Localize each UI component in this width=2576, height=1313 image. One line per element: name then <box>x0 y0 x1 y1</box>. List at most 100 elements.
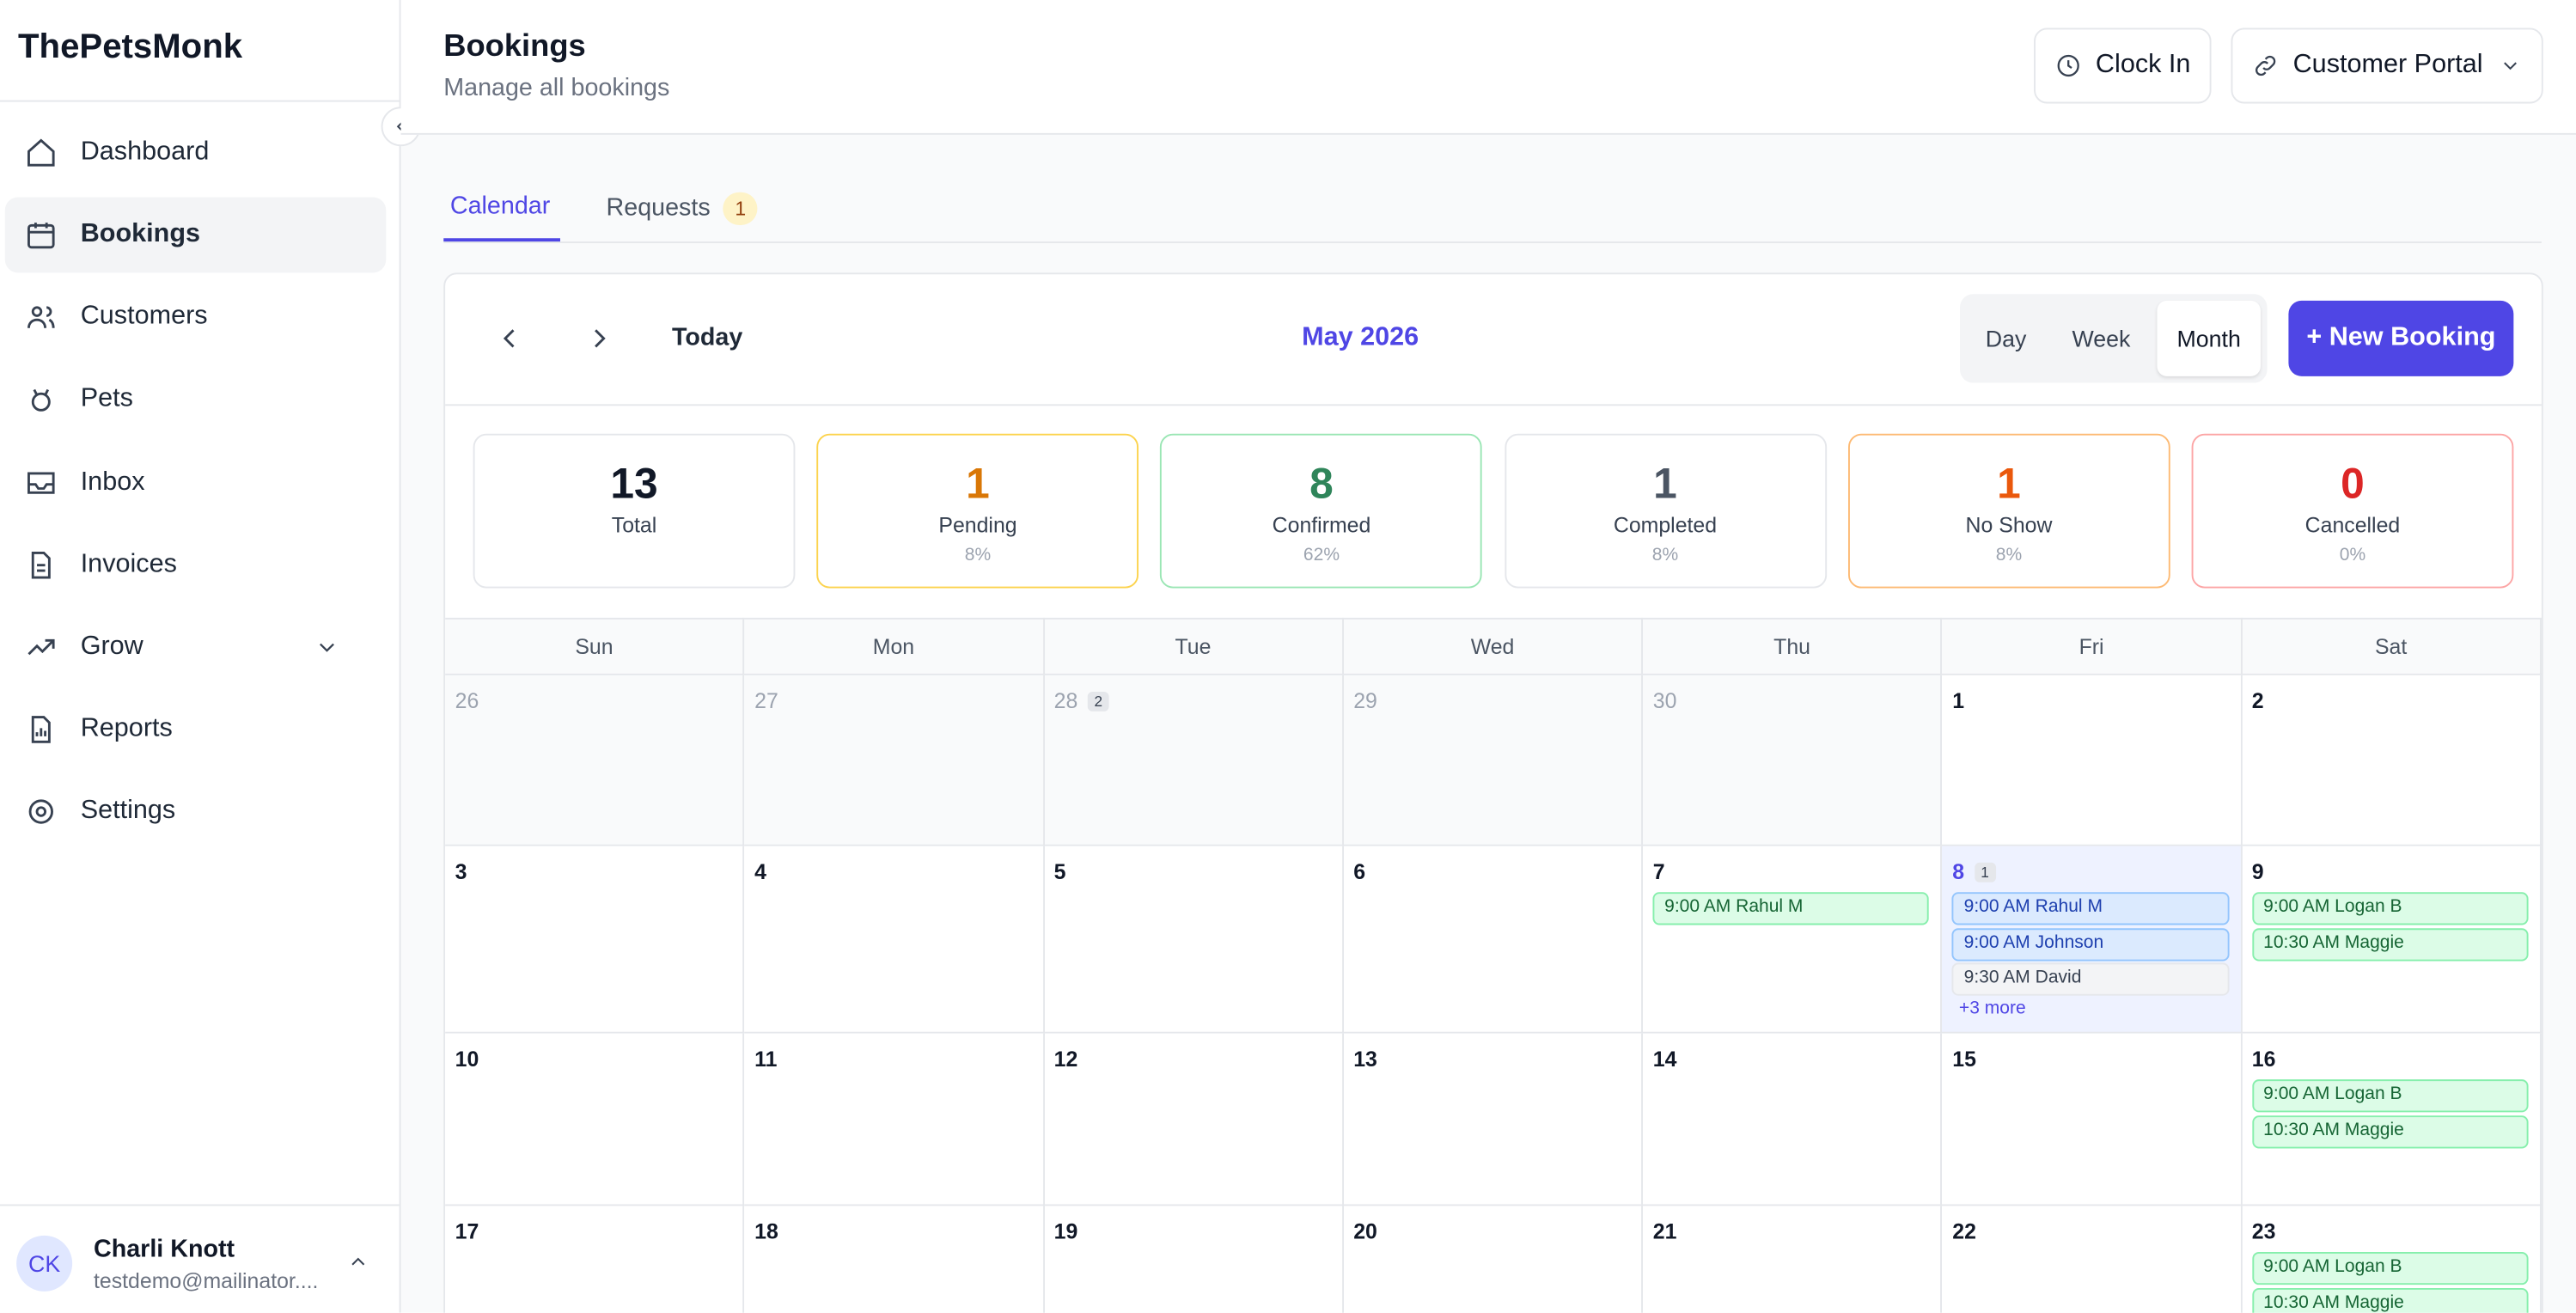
day-cell[interactable]: 2 <box>2242 675 2542 846</box>
day-number: 3 <box>455 859 467 884</box>
day-cell[interactable]: 21 <box>1643 1206 1943 1313</box>
tab[interactable]: Requests 1 <box>607 192 758 225</box>
day-cell[interactable]: 13 <box>1343 1033 1644 1206</box>
view-2[interactable]: Month <box>2157 300 2261 376</box>
page-title: Bookings <box>443 29 586 64</box>
tab-underline <box>443 238 560 242</box>
booking-event[interactable]: 9:00 AM Logan B <box>2251 1079 2529 1113</box>
day-cell[interactable]: 18 <box>744 1206 1045 1313</box>
customer-portal-button[interactable]: Customer Portal <box>2231 27 2543 104</box>
day-cell[interactable]: 23 9:00 AM Logan B 10:30 AM Maggie <box>2242 1206 2542 1313</box>
header-bg <box>400 0 2576 135</box>
nav-item[interactable]: Dashboard <box>5 114 387 190</box>
nav-item[interactable]: Settings <box>5 774 387 850</box>
booking-event[interactable]: 9:30 AM David <box>1952 962 2230 996</box>
stat-value: 8 <box>1309 458 1334 508</box>
day-cell[interactable]: 6 <box>1343 846 1644 1034</box>
day-cell[interactable]: 22 <box>1942 1206 2243 1313</box>
day-cell[interactable]: 27 <box>744 675 1045 846</box>
nav-label: Grow <box>80 632 143 661</box>
day-cell[interactable]: 5 <box>1044 846 1344 1034</box>
day-cell[interactable]: 14 <box>1643 1033 1943 1206</box>
booking-event[interactable]: 9:00 AM Logan B <box>2251 892 2529 925</box>
stat-label: No Show <box>1965 512 2053 538</box>
booking-event[interactable]: 9:00 AM Rahul M <box>1952 892 2230 925</box>
icon <box>27 638 55 656</box>
prev-button[interactable] <box>493 322 526 363</box>
nav-label: Dashboard <box>80 137 210 166</box>
day: 14 <box>1652 1046 1677 1072</box>
weekday: Wed <box>1344 617 1644 675</box>
booking-event[interactable]: 9:00 AM Johnson <box>1952 927 2230 961</box>
day-cell[interactable]: 12 <box>1044 1033 1344 1206</box>
day-cell[interactable]: 3 <box>445 846 745 1034</box>
day-number: 20 <box>1353 1219 1377 1244</box>
day-cell[interactable]: 10 <box>445 1033 745 1206</box>
day-number: 19 <box>1054 1219 1078 1244</box>
toolbar-border <box>445 404 2542 406</box>
day-cell[interactable]: 29 <box>1343 675 1644 846</box>
icon <box>31 551 51 579</box>
user-name: Charli Knott <box>93 1235 235 1264</box>
today-button[interactable]: Today <box>672 323 743 352</box>
day-cell[interactable]: 30 <box>1643 675 1943 846</box>
day: 19 <box>1053 1218 1078 1244</box>
booking-event[interactable]: 10:30 AM Maggie <box>2251 927 2529 961</box>
booking-event[interactable]: 10:30 AM Maggie <box>2251 1287 2529 1313</box>
new-booking-button[interactable]: + New Booking <box>2288 300 2514 376</box>
day-number: 18 <box>754 1219 778 1244</box>
day-cell[interactable]: 26 <box>445 675 745 846</box>
clock-in-button[interactable]: Clock In <box>2034 27 2212 104</box>
day-cell[interactable]: 28 2 <box>1044 675 1344 846</box>
nav-item[interactable]: Inbox <box>5 444 387 520</box>
day-cell[interactable]: 7 9:00 AM Rahul M <box>1643 846 1943 1034</box>
day: 8 <box>1952 858 1965 884</box>
day-cell[interactable]: 15 <box>1942 1033 2243 1206</box>
day: 2 <box>2251 688 2264 713</box>
nav-item[interactable]: Customers <box>5 279 387 355</box>
day-cell[interactable]: 1 <box>1942 675 2243 846</box>
day-cell[interactable]: 8 1 9:00 AM Rahul M 9:00 AM Johnson 9:30 AM … <box>1942 846 2243 1034</box>
nav-item[interactable]: Invoices <box>5 527 387 602</box>
day-cell[interactable]: 4 <box>744 846 1045 1034</box>
nav-item[interactable]: Grow <box>5 609 387 685</box>
view-0[interactable]: Day <box>1985 325 2027 352</box>
divider <box>0 100 401 102</box>
user-panel[interactable]: CK Charli Knott testdemo@mailinator.... <box>0 1204 400 1312</box>
weekday: Tue <box>1044 617 1344 675</box>
day: 29 <box>1353 688 1377 713</box>
icon <box>27 223 55 249</box>
nav-item[interactable]: Pets <box>5 362 387 437</box>
page-subtitle: Manage all bookings <box>443 74 670 102</box>
day-number: 15 <box>1952 1047 1976 1072</box>
nav-item[interactable]: Reports <box>5 692 387 767</box>
tab[interactable]: Calendar <box>443 192 560 242</box>
day-cell[interactable]: 16 9:00 AM Logan B 10:30 AM Maggie <box>2242 1033 2542 1206</box>
nav-label: Bookings <box>80 220 201 248</box>
next-button[interactable] <box>583 322 616 363</box>
view-1[interactable]: Week <box>2072 325 2131 352</box>
booking-event[interactable]: 9:00 AM Rahul M <box>1652 892 1930 925</box>
icon <box>2504 62 2518 70</box>
weekday: Mon <box>745 617 1045 675</box>
day: 5 <box>1053 858 1066 884</box>
day-badge: 1 <box>1974 862 1996 882</box>
booking-event[interactable]: 9:00 AM Logan B <box>2251 1251 2529 1286</box>
icon <box>320 643 334 652</box>
day-cell[interactable]: 19 <box>1044 1206 1344 1313</box>
day-number: 29 <box>1353 688 1377 713</box>
day: 6 <box>1353 858 1366 884</box>
day-cell[interactable]: 9 9:00 AM Logan B 10:30 AM Maggie <box>2242 846 2542 1034</box>
nav-item[interactable]: Bookings <box>4 197 387 273</box>
stat-card: 1 No Show 8% <box>1847 433 2170 589</box>
more-link[interactable]: +3 more <box>1958 998 2026 1019</box>
day-cell[interactable]: 17 <box>445 1206 745 1313</box>
tab-label: Calendar <box>449 192 551 221</box>
day-number: 30 <box>1653 688 1677 713</box>
day-cell[interactable]: 20 <box>1343 1206 1644 1313</box>
stat-value: 1 <box>1997 458 2021 508</box>
booking-event[interactable]: 10:30 AM Maggie <box>2251 1115 2529 1148</box>
day-cell[interactable]: 11 <box>744 1033 1045 1206</box>
